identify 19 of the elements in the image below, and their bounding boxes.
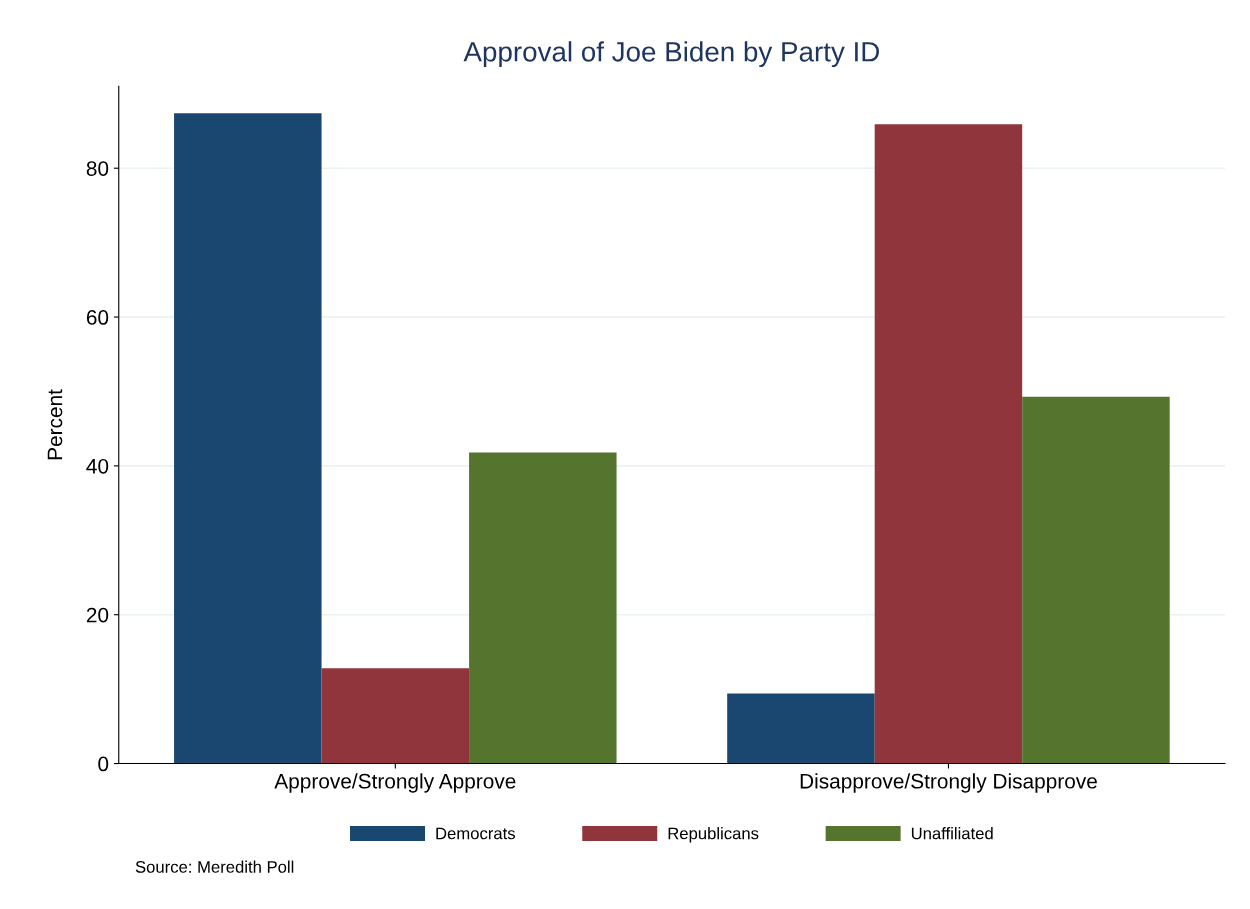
bar — [321, 668, 470, 764]
x-tick-label: Disapprove/Strongly Disapprove — [800, 773, 1097, 793]
y-axis-title: Percent — [47, 389, 63, 460]
y-tick-label: 80 — [86, 161, 109, 176]
legend-label: Unaffiliated — [911, 827, 993, 840]
legend-label: Republicans — [668, 827, 759, 843]
bar — [174, 113, 322, 764]
y-tick-label: 0 — [98, 756, 109, 772]
bar — [469, 452, 617, 764]
y-tick-label: 60 — [86, 310, 109, 325]
y-tick-label: 20 — [86, 607, 109, 623]
bar — [1022, 396, 1170, 764]
legend-label: Democrats — [436, 827, 515, 840]
source-note: Source: Meredith Poll — [135, 860, 294, 873]
bar — [727, 693, 875, 764]
bar — [874, 124, 1023, 764]
y-tick-label: 40 — [86, 458, 109, 474]
chart-title: Approval of Joe Biden by Party ID — [463, 41, 879, 68]
x-tick-label: Approve/Strongly Approve — [274, 773, 516, 793]
